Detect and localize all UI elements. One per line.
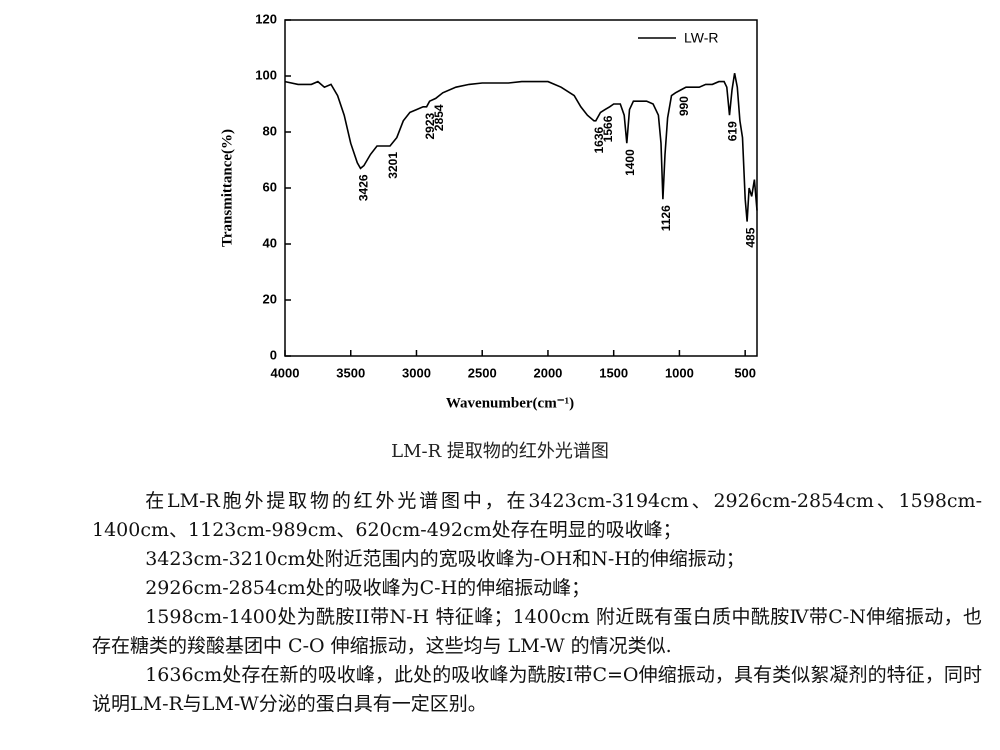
y-tick-label: 120 [255,11,277,26]
peak-label: 1126 [659,205,673,231]
peak-label: 2854 [432,104,446,131]
paragraph: 2926cm-2854cm处的吸收峰为C-H的伸缩振动峰； [145,577,591,599]
paragraph: 3423cm-3210cm处附近范围内的宽吸收峰为-OH和N-H的伸缩振动； [145,548,745,570]
x-tick-label: 2500 [468,365,497,380]
chart: Wavenumber(cm⁻¹) Transmittance(%) LW-R 4… [219,11,758,411]
peak-label: 485 [743,227,757,247]
peak-label: 3426 [357,174,371,201]
x-axis-title: Wavenumber(cm⁻¹) [446,395,574,411]
x-tick-label: 3500 [336,365,365,380]
y-axis-title: Transmittance(%) [219,129,235,247]
y-tick-label: 20 [263,291,277,306]
peak-label: 990 [677,96,691,116]
x-tick-label: 1500 [599,365,628,380]
y-tick-label: 0 [270,347,277,362]
peak-label: 1636 [592,126,606,153]
paragraph: 1636cm处存在新的吸收峰，此处的吸收峰为酰胺I带C=O伸缩振动，具有类似絮凝… [92,664,982,715]
spectrum-line [284,73,758,222]
y-tick-label: 40 [263,235,277,250]
peak-label: 3201 [386,152,400,179]
x-tick-label: 3000 [402,365,431,380]
x-tick-label: 1000 [665,365,694,380]
paragraph: 在LM-R胞外提取物的红外光谱图中，在3423cm-3194cm、2926cm-… [92,490,982,541]
x-tick-label: 500 [734,365,756,380]
x-tick-label: 2000 [533,365,562,380]
y-tick-label: 60 [263,179,277,194]
peak-label: 619 [726,121,740,141]
figure-caption: LM-R 提取物的红外光谱图 [391,441,609,462]
peak-label: 1400 [623,149,637,176]
x-tick-label: 4000 [271,365,300,380]
peak-label: 1566 [601,115,615,142]
legend-label: LW-R [684,30,718,46]
peak-label: 2923 [423,112,437,139]
body-text: 在LM-R胞外提取物的红外光谱图中，在3423cm-3194cm、2926cm-… [92,487,982,719]
y-tick-label: 100 [255,67,277,82]
y-tick-label: 80 [263,123,277,138]
paragraph: 1598cm-1400处为酰胺II带N-H 特征峰；1400cm 附近既有蛋白质… [92,606,982,657]
